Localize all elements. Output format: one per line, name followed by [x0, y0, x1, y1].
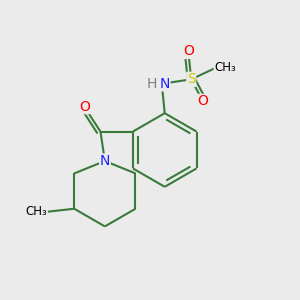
Text: N: N — [160, 77, 170, 91]
Text: S: S — [187, 72, 196, 86]
Text: N: N — [100, 154, 110, 168]
Text: H: H — [146, 77, 157, 91]
Text: O: O — [79, 100, 90, 114]
Text: O: O — [183, 44, 194, 58]
Text: CH₃: CH₃ — [214, 61, 236, 74]
Text: CH₃: CH₃ — [25, 205, 47, 218]
Text: O: O — [198, 94, 208, 108]
